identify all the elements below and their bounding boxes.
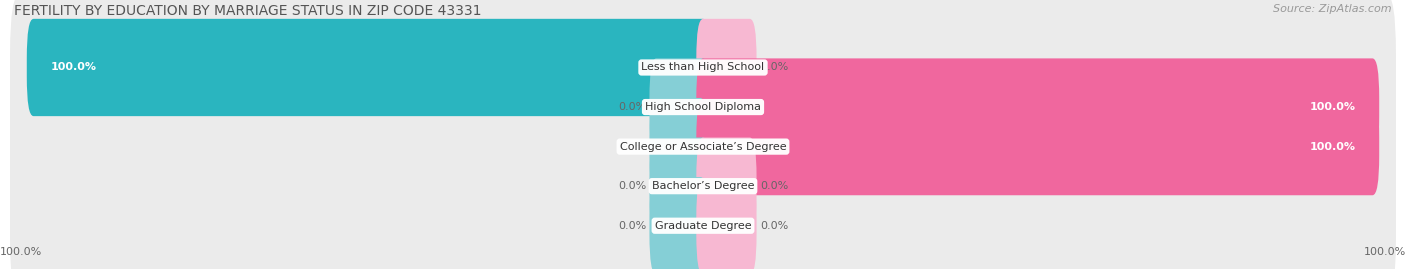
FancyBboxPatch shape bbox=[27, 19, 710, 116]
FancyBboxPatch shape bbox=[10, 0, 1396, 141]
Text: Source: ZipAtlas.com: Source: ZipAtlas.com bbox=[1274, 4, 1392, 14]
Text: 0.0%: 0.0% bbox=[759, 62, 789, 72]
FancyBboxPatch shape bbox=[696, 58, 1379, 156]
Text: College or Associate’s Degree: College or Associate’s Degree bbox=[620, 141, 786, 152]
FancyBboxPatch shape bbox=[10, 73, 1396, 220]
FancyBboxPatch shape bbox=[696, 98, 1379, 195]
Text: 100.0%: 100.0% bbox=[1310, 102, 1355, 112]
Text: High School Diploma: High School Diploma bbox=[645, 102, 761, 112]
Text: 0.0%: 0.0% bbox=[617, 221, 647, 231]
FancyBboxPatch shape bbox=[650, 177, 710, 269]
FancyBboxPatch shape bbox=[696, 19, 756, 116]
FancyBboxPatch shape bbox=[696, 177, 756, 269]
Text: Graduate Degree: Graduate Degree bbox=[655, 221, 751, 231]
FancyBboxPatch shape bbox=[10, 33, 1396, 180]
Text: 0.0%: 0.0% bbox=[759, 221, 789, 231]
Text: 100.0%: 100.0% bbox=[1310, 141, 1355, 152]
FancyBboxPatch shape bbox=[10, 152, 1396, 269]
Text: 100.0%: 100.0% bbox=[1364, 247, 1406, 257]
Text: 0.0%: 0.0% bbox=[617, 141, 647, 152]
Text: FERTILITY BY EDUCATION BY MARRIAGE STATUS IN ZIP CODE 43331: FERTILITY BY EDUCATION BY MARRIAGE STATU… bbox=[14, 4, 482, 18]
Text: 100.0%: 100.0% bbox=[0, 247, 42, 257]
Text: 100.0%: 100.0% bbox=[51, 62, 96, 72]
Text: 0.0%: 0.0% bbox=[617, 102, 647, 112]
FancyBboxPatch shape bbox=[10, 113, 1396, 260]
FancyBboxPatch shape bbox=[650, 98, 710, 195]
Text: Less than High School: Less than High School bbox=[641, 62, 765, 72]
Text: Bachelor’s Degree: Bachelor’s Degree bbox=[652, 181, 754, 191]
Text: 0.0%: 0.0% bbox=[759, 181, 789, 191]
FancyBboxPatch shape bbox=[696, 137, 756, 235]
FancyBboxPatch shape bbox=[650, 58, 710, 156]
Text: 0.0%: 0.0% bbox=[617, 181, 647, 191]
FancyBboxPatch shape bbox=[650, 137, 710, 235]
